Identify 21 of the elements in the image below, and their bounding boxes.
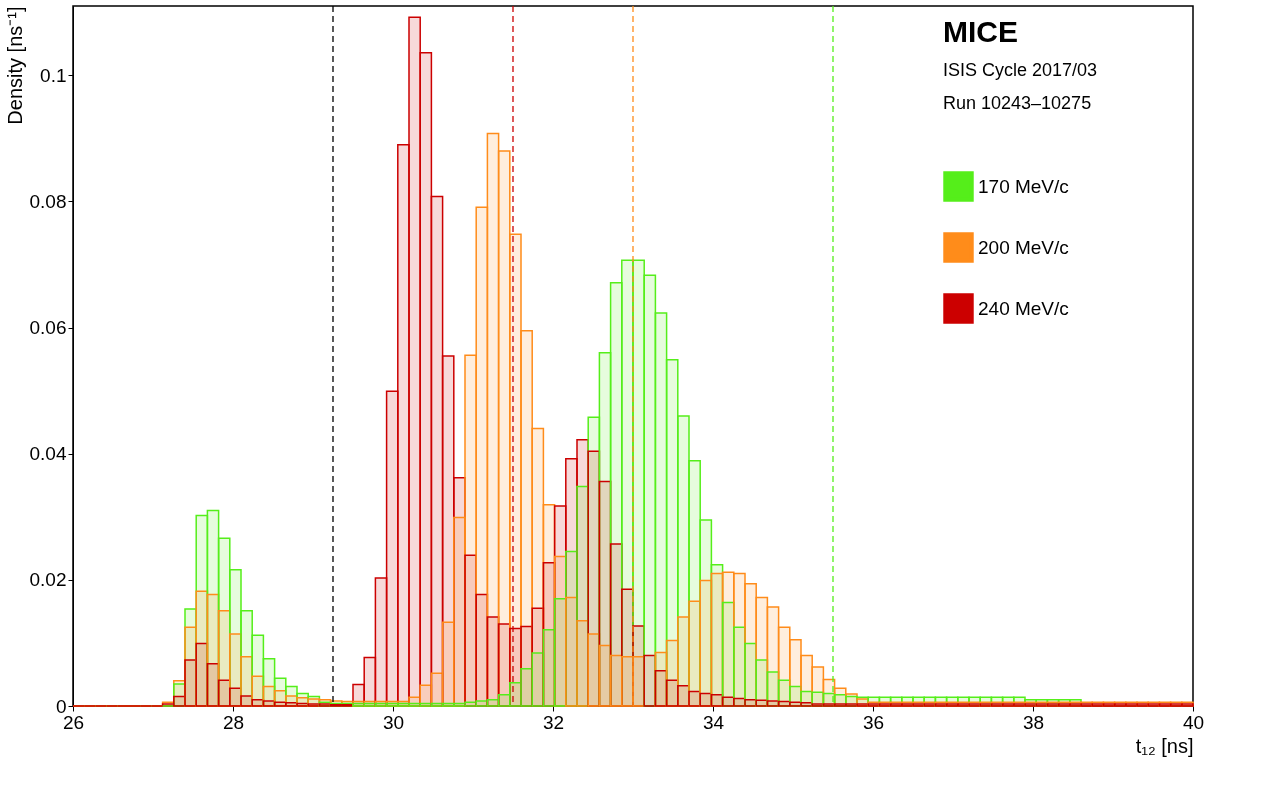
y-tick-label: 0.06: [29, 317, 67, 339]
x-tick-label: 36: [862, 711, 885, 733]
x-tick-label: 30: [382, 711, 405, 733]
y-tick-label: 0.08: [29, 191, 67, 212]
y-axis-title: Density [ns⁻¹]: [3, 6, 26, 125]
x-axis-title: t₁₂ [ns]: [1135, 734, 1194, 757]
y-tick-label: 0.02: [29, 569, 67, 591]
x-tick-label: 28: [222, 711, 245, 733]
legend-label: 170 MeV/c: [978, 175, 1069, 197]
x-tick-label: 38: [1022, 711, 1045, 733]
y-tick-label: 0.1: [40, 64, 67, 86]
legend-label: 200 MeV/c: [978, 236, 1069, 258]
annotation: MICE: [943, 15, 1018, 48]
y-tick-label: 0: [55, 695, 67, 717]
x-tick-label: 34: [702, 711, 725, 733]
annotation: Run 10243–10275: [943, 93, 1092, 113]
y-tick-label: 0.04: [29, 443, 67, 465]
annotation: ISIS Cycle 2017/03: [943, 60, 1098, 80]
legend-label: 240 MeV/c: [978, 297, 1069, 319]
x-tick-label: 40: [1182, 711, 1205, 733]
x-tick-label: 32: [542, 711, 565, 733]
